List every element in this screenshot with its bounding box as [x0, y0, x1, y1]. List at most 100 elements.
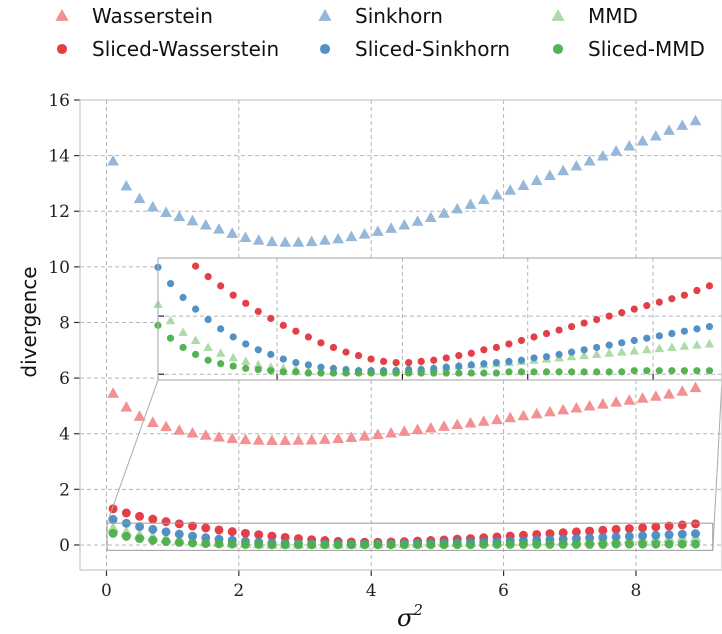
sinkhorn-point [623, 139, 636, 151]
sliced-mmd-point [651, 539, 661, 549]
inset-sliced-sinkhorn-point [192, 305, 200, 313]
sliced-mmd-point [518, 539, 528, 549]
sinkhorn-point [610, 144, 622, 156]
sliced-sinkhorn-point [664, 530, 674, 540]
sinkhorn-point [305, 235, 318, 247]
inset-sliced-sinkhorn-point [505, 357, 513, 366]
inset-sliced-mmd-point [430, 369, 438, 377]
inset-sliced-mmd-point [517, 368, 526, 376]
series-sliced-mmd [108, 528, 700, 550]
wasserstein-point [464, 416, 477, 428]
sinkhorn-point [491, 188, 503, 200]
sliced-mmd-point [505, 539, 515, 549]
sliced-sinkhorn-point [188, 531, 197, 541]
inset-sliced-mmd-point [304, 369, 312, 377]
inset-sliced-wasserstein-point [680, 291, 689, 299]
sliced-mmd-point [161, 537, 171, 547]
inset-sliced-wasserstein-point [417, 357, 425, 366]
series-layer [107, 114, 702, 550]
sinkhorn-point [424, 211, 437, 222]
sliced-wasserstein-point [691, 519, 700, 529]
inset-mmd-point [190, 335, 201, 344]
inset-mmd-point [253, 359, 264, 369]
y-tick-label: 14 [48, 147, 70, 167]
inset-mmd-point [692, 340, 702, 349]
sliced-mmd-point [254, 539, 264, 549]
inset-sliced-sinkhorn-point [580, 346, 588, 354]
sliced-sinkhorn-point [135, 522, 145, 532]
inset-sliced-sinkhorn-point [179, 293, 187, 302]
inset-sliced-mmd-point [392, 369, 400, 377]
sliced-mmd-point [240, 539, 250, 549]
sliced-sinkhorn-point [598, 532, 608, 542]
wasserstein-point [358, 430, 371, 441]
inset-sliced-mmd-point [192, 350, 200, 359]
sliced-wasserstein-point [571, 527, 581, 537]
inset-sliced-wasserstein-point [643, 302, 651, 310]
inset-sliced-wasserstein-point [292, 327, 300, 335]
zoom-inset [153, 257, 722, 381]
sliced-mmd-point [545, 539, 555, 549]
inset-sliced-mmd-point [242, 364, 250, 372]
inset-sliced-wasserstein-point [693, 286, 701, 295]
sliced-mmd-point [174, 538, 184, 547]
wasserstein-point [332, 432, 345, 444]
legend-label: Sliced-Sinkhorn [355, 37, 510, 61]
x-axis-label-exponent: 2 [412, 601, 423, 619]
sinkhorn-point [160, 206, 172, 217]
wasserstein-point [133, 410, 146, 421]
sliced-mmd-point [532, 539, 542, 549]
sliced-wasserstein-point [267, 531, 277, 541]
sinkhorn-point [345, 230, 358, 242]
x-axis-label-base: σ [397, 604, 414, 632]
inset-sliced-wasserstein-point [455, 352, 463, 360]
legend-marker-sliced-mmd [552, 43, 564, 55]
inset-sliced-mmd-point [166, 334, 175, 342]
inset-sliced-sinkhorn-point [680, 327, 689, 335]
inset-sliced-sinkhorn-point [442, 363, 450, 371]
wasserstein-point [398, 425, 411, 436]
inset-sliced-mmd-point [705, 367, 714, 375]
inset-sliced-mmd-point [542, 368, 551, 376]
inset-sliced-wasserstein-point [229, 291, 237, 299]
sinkhorn-point [636, 134, 649, 146]
y-tick-label: 16 [48, 91, 70, 111]
inset-sliced-wasserstein-point [492, 343, 500, 352]
wasserstein-point [252, 434, 265, 445]
sliced-mmd-point [466, 540, 475, 550]
sliced-sinkhorn-point [161, 527, 171, 537]
inset-sliced-wasserstein-point [580, 319, 588, 327]
inset-sliced-mmd-point [568, 368, 576, 376]
wasserstein-point [371, 428, 384, 440]
sliced-mmd-point [426, 540, 436, 550]
zoom-connector-right [712, 379, 722, 551]
inset-sliced-mmd-point [643, 367, 651, 375]
wasserstein-point [477, 415, 490, 426]
sinkhorn-point [411, 215, 424, 226]
sinkhorn-point [583, 154, 596, 166]
inset-series-sliced-mmd [154, 321, 714, 377]
inset-mmd-point [679, 341, 690, 350]
wasserstein-point [266, 434, 278, 446]
inset-sliced-wasserstein-point [317, 339, 325, 347]
sinkhorn-point [689, 114, 702, 126]
sliced-wasserstein-point [188, 521, 197, 531]
sliced-mmd-point [108, 528, 118, 538]
inset-sliced-wasserstein-point [254, 307, 262, 316]
legend-entry-mmd: MMD [551, 4, 638, 28]
sinkhorn-point [226, 227, 239, 238]
sinkhorn-point [173, 210, 186, 222]
inset-sliced-mmd-point [680, 367, 689, 375]
sinkhorn-point [385, 222, 397, 233]
sliced-wasserstein-point [214, 525, 224, 535]
zoom-connector-left [106, 379, 159, 524]
wasserstein-point [226, 432, 239, 444]
inset-mmd-point [616, 347, 627, 356]
inset-sliced-mmd-point [279, 368, 287, 376]
wasserstein-point [570, 401, 583, 413]
sinkhorn-point [279, 236, 292, 247]
sinkhorn-point [663, 124, 675, 135]
inset-sliced-sinkhorn-point [630, 336, 638, 345]
sinkhorn-point [213, 223, 225, 234]
y-tick-label: 6 [59, 369, 70, 389]
